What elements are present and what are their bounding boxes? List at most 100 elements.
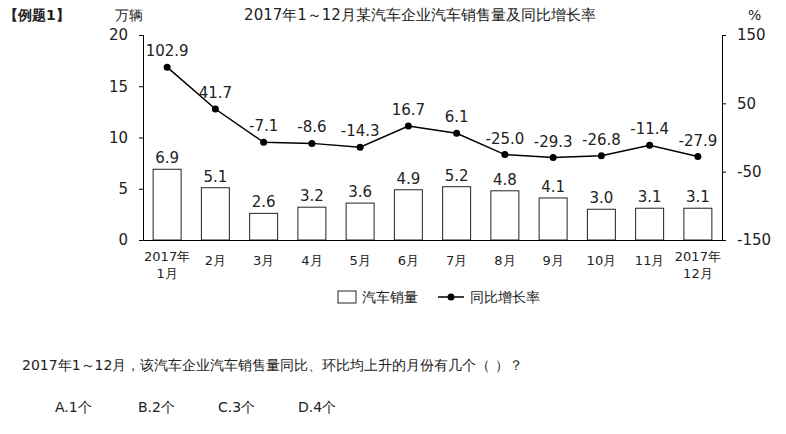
x-axis-line bbox=[144, 240, 723, 241]
y-tick: 5 bbox=[118, 180, 143, 198]
y2-tick-label: 50 bbox=[737, 95, 756, 113]
x-tick: 2017年1月 bbox=[144, 249, 190, 281]
y2-tick-mark bbox=[722, 35, 726, 36]
bar bbox=[684, 208, 712, 240]
bar bbox=[201, 188, 229, 240]
line-marker bbox=[694, 153, 701, 160]
y2-tick: 150 bbox=[722, 26, 766, 44]
y-tick: 0 bbox=[118, 231, 143, 249]
line-marker bbox=[453, 130, 460, 137]
line-label: -7.1 bbox=[249, 117, 278, 135]
bar-label: 4.9 bbox=[396, 170, 420, 188]
x-tick-label: 2月 bbox=[205, 253, 226, 268]
x-tick: 2017年12月 bbox=[675, 249, 721, 281]
x-tick-label: 5月 bbox=[349, 253, 370, 268]
x-tick: 2月 bbox=[205, 253, 226, 268]
y-axis-line bbox=[139, 36, 144, 241]
y2-tick: -150 bbox=[722, 231, 771, 249]
x-tick-label: 10月 bbox=[587, 253, 617, 268]
y2-tick-mark bbox=[722, 240, 726, 241]
y-tick-mark bbox=[139, 240, 143, 241]
chart: 2017年1～12月某汽车企业汽车销售量及同比增长率【例题1】万辆%051015… bbox=[0, 0, 786, 434]
line-marker bbox=[357, 144, 364, 151]
y-axis-title: 万辆 bbox=[115, 7, 143, 23]
bar bbox=[298, 207, 326, 240]
legend-label: 汽车销量 bbox=[362, 289, 418, 305]
line-label: -26.8 bbox=[582, 131, 621, 149]
y-tick-label: 15 bbox=[109, 78, 128, 96]
bar-label: 4.8 bbox=[493, 171, 517, 189]
bar bbox=[636, 208, 664, 240]
line-label: -11.4 bbox=[630, 120, 669, 138]
line-marker bbox=[260, 139, 267, 146]
x-tick-label: 4月 bbox=[301, 253, 322, 268]
bar-label: 5.1 bbox=[203, 168, 227, 186]
y-tick-mark bbox=[139, 35, 143, 36]
y2-tick: 50 bbox=[722, 95, 756, 113]
bar-label: 3.1 bbox=[686, 188, 710, 206]
x-tick-label: 3月 bbox=[253, 253, 274, 268]
line-marker bbox=[164, 64, 171, 71]
line-label: -25.0 bbox=[485, 130, 524, 148]
bar bbox=[491, 191, 519, 240]
y-tick: 10 bbox=[109, 129, 143, 147]
bar-label: 3.6 bbox=[348, 183, 372, 201]
line-label: -29.3 bbox=[534, 133, 573, 151]
x-tick: 9月 bbox=[542, 253, 563, 268]
y-tick-label: 20 bbox=[109, 26, 128, 44]
bar bbox=[443, 187, 471, 240]
line-label: 41.7 bbox=[199, 84, 232, 102]
y2-axis: -150 -50 50 150 bbox=[722, 26, 771, 249]
y2-tick-label: -150 bbox=[737, 231, 771, 249]
line-label: -27.9 bbox=[678, 132, 717, 150]
line-marker bbox=[212, 106, 219, 113]
option: D.4个 bbox=[298, 399, 336, 415]
y2-tick-label: 150 bbox=[737, 26, 766, 44]
y-tick-mark bbox=[139, 138, 143, 139]
bar-label: 6.9 bbox=[155, 149, 179, 167]
line-marker bbox=[646, 142, 653, 149]
line-marker bbox=[405, 123, 412, 130]
bar bbox=[539, 198, 567, 240]
x-tick: 8月 bbox=[494, 253, 515, 268]
title: 2017年1～12月某汽车企业汽车销售量及同比增长率 bbox=[244, 6, 596, 24]
bar bbox=[250, 213, 278, 240]
y-tick-label: 5 bbox=[118, 180, 128, 198]
bar-label: 3.0 bbox=[589, 189, 613, 207]
data-labels: 6.95.12.63.23.64.95.24.84.13.03.13.1102.… bbox=[146, 42, 718, 211]
y-tick: 15 bbox=[109, 78, 143, 96]
option: B.2个 bbox=[138, 399, 175, 415]
question: 2017年1～12月，该汽车企业汽车销售量同比、环比均上升的月份有几个（ ）？ bbox=[22, 357, 523, 373]
legend-swatch bbox=[338, 291, 356, 303]
option: C.3个 bbox=[218, 399, 255, 415]
bar-label: 3.2 bbox=[300, 187, 324, 205]
line-marker bbox=[550, 154, 557, 161]
plot-marks bbox=[153, 64, 712, 240]
x-tick-label: 8月 bbox=[494, 253, 515, 268]
option: A.1个 bbox=[55, 399, 92, 415]
x-tick: 11月 bbox=[635, 253, 665, 268]
y2-tick-mark bbox=[722, 103, 726, 104]
legend-label: 同比增长率 bbox=[470, 289, 540, 305]
x-tick: 5月 bbox=[349, 253, 370, 268]
x-tick-label: 7月 bbox=[446, 253, 467, 268]
x-tick: 10月 bbox=[587, 253, 617, 268]
line-marker bbox=[501, 151, 508, 158]
x-tick: 3月 bbox=[253, 253, 274, 268]
legend-item: 同比增长率 bbox=[438, 289, 540, 305]
bar bbox=[394, 190, 422, 240]
bar-label: 3.1 bbox=[638, 188, 662, 206]
line-label: 16.7 bbox=[392, 101, 425, 119]
x-tick: 7月 bbox=[446, 253, 467, 268]
x-tick-label: 11月 bbox=[635, 253, 665, 268]
bar-label: 2.6 bbox=[252, 193, 276, 211]
bar bbox=[153, 169, 181, 240]
bar bbox=[587, 209, 615, 240]
line-label: -8.6 bbox=[297, 118, 326, 136]
legend-item: 汽车销量 bbox=[338, 289, 418, 305]
x-tick-label: 2017年1月 bbox=[144, 249, 190, 281]
line-marker bbox=[598, 152, 605, 159]
y2-tick-label: -50 bbox=[737, 163, 762, 181]
y-tick-label: 0 bbox=[118, 231, 128, 249]
y2-axis-title: % bbox=[748, 7, 761, 23]
